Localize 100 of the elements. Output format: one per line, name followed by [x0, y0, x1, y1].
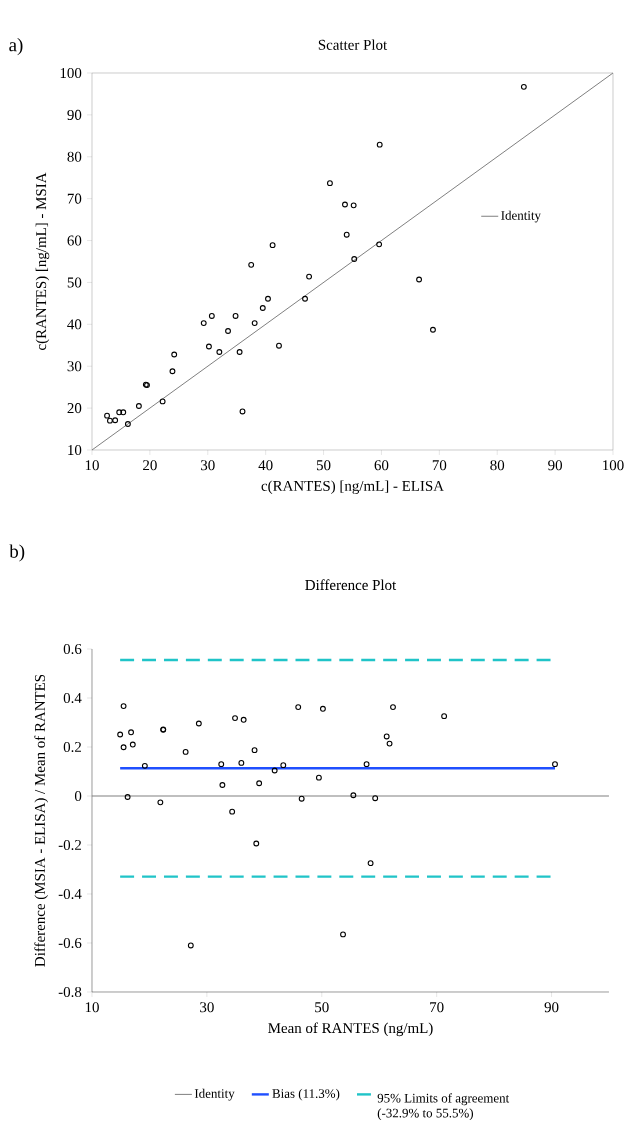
point — [269, 242, 276, 249]
point — [229, 808, 236, 815]
text: a) — [9, 38, 23, 56]
y-axis-title: c(RANTES) [ng/mL] - MSIA — [35, 172, 50, 350]
point — [367, 860, 374, 867]
point — [232, 313, 239, 319]
x-tick-label: 100 — [603, 460, 624, 471]
point — [208, 313, 215, 319]
x-axis-title: Mean of RANTES (ng/mL) — [268, 1022, 433, 1037]
point — [376, 141, 383, 148]
legend-label: 95% Limits of agreement (-32.9% to 55.5%) — [377, 1093, 510, 1121]
point — [259, 305, 266, 311]
y-tick-label: 90 — [67, 109, 82, 120]
point — [218, 761, 225, 768]
x-tick-label: 70 — [432, 460, 447, 471]
point — [389, 704, 396, 711]
point — [238, 759, 245, 766]
point — [351, 256, 358, 262]
point — [128, 729, 134, 736]
point — [219, 782, 226, 788]
y-tick-label: 30 — [67, 361, 82, 372]
legend-label: Bias (11.3%) — [272, 1088, 340, 1101]
point — [264, 295, 271, 302]
point — [372, 795, 379, 802]
text: b) — [9, 544, 25, 562]
y-tick-label: 60 — [67, 235, 82, 246]
point — [171, 351, 178, 358]
point — [376, 241, 382, 248]
y-tick-label: 20 — [67, 403, 82, 414]
point — [295, 704, 302, 711]
y-tick-label: 80 — [67, 151, 82, 162]
point — [441, 713, 447, 720]
point — [386, 740, 393, 747]
point — [120, 703, 127, 710]
chart-title: Scatter Plot — [318, 39, 387, 50]
x-tick-label: 90 — [548, 460, 562, 471]
point — [141, 762, 148, 769]
x-tick-label: 80 — [490, 460, 505, 471]
point — [120, 744, 127, 751]
point — [205, 343, 212, 350]
y-tick-label: -0.2 — [58, 839, 81, 851]
point — [116, 409, 123, 416]
point — [195, 720, 202, 727]
y-tick-label: 10 — [68, 444, 82, 456]
y-tick-label: 40 — [67, 319, 82, 330]
point — [298, 795, 305, 802]
point — [319, 705, 326, 712]
point — [363, 761, 370, 768]
legend-label: Identity — [501, 210, 541, 223]
point — [416, 276, 422, 283]
point — [236, 349, 243, 355]
point — [302, 295, 308, 302]
point — [315, 774, 322, 781]
x-tick-label: 10 — [85, 460, 99, 471]
x-tick-label: 10 — [85, 1002, 99, 1013]
y-tick-label: 100 — [60, 67, 82, 79]
point — [112, 417, 119, 424]
point — [216, 349, 223, 355]
point — [340, 931, 346, 938]
point — [240, 716, 247, 723]
point — [429, 326, 436, 333]
y-tick-label: 50 — [67, 277, 82, 288]
point — [124, 794, 131, 800]
point — [104, 412, 110, 419]
point — [225, 328, 231, 334]
x-tick-label: 60 — [374, 460, 389, 471]
y-tick-label: 0 — [74, 790, 82, 802]
point — [341, 201, 348, 208]
point — [106, 417, 113, 424]
x-tick-label: 90 — [544, 1002, 559, 1013]
x-tick-label: 30 — [200, 1002, 214, 1013]
y-tick-label: -0.8 — [58, 986, 82, 998]
chart-title: Difference Plot — [305, 579, 397, 591]
point — [383, 733, 390, 740]
point — [129, 741, 136, 748]
point — [182, 748, 189, 755]
point — [157, 799, 164, 806]
y-tick-label: 0.2 — [63, 741, 81, 753]
point — [256, 780, 263, 787]
x-tick-label: 70 — [430, 1002, 444, 1013]
point — [120, 409, 127, 416]
point — [271, 767, 278, 774]
point — [232, 715, 238, 722]
point — [350, 792, 357, 799]
x-axis-title: c(RANTES) [ng/mL] - ELISA — [261, 480, 444, 494]
point — [280, 762, 287, 769]
y-tick-label: -0.6 — [58, 937, 82, 949]
point — [124, 421, 131, 427]
point — [251, 320, 258, 327]
point — [326, 180, 333, 187]
point — [187, 942, 194, 949]
point — [275, 342, 282, 349]
point — [239, 408, 246, 415]
point — [343, 231, 350, 238]
point — [520, 83, 527, 90]
y-tick-label: 0.4 — [63, 692, 82, 704]
y-tick-label: -0.4 — [58, 888, 82, 900]
point — [117, 731, 124, 738]
y-tick-label: 70 — [67, 193, 82, 204]
x-tick-label: 50 — [315, 1002, 329, 1013]
